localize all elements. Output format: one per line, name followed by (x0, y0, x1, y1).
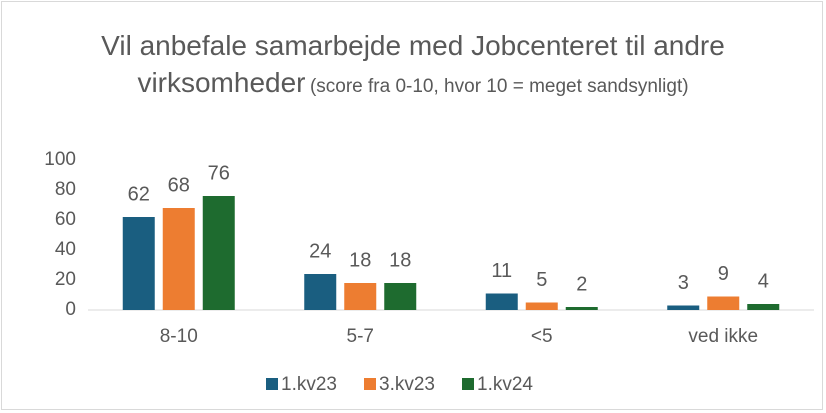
y-tick-label: 100 (44, 149, 76, 170)
bar (747, 304, 780, 310)
data-label: 76 (208, 162, 230, 184)
legend-label: 3.kv23 (379, 374, 435, 395)
legend-swatch (462, 378, 474, 390)
data-label: 24 (309, 240, 331, 262)
bar (667, 305, 700, 310)
y-tick-label: 20 (55, 269, 76, 290)
legend-label: 1.kv23 (281, 374, 337, 395)
data-label: 68 (168, 174, 190, 196)
y-tick-label: 60 (55, 209, 76, 230)
data-label: 62 (128, 183, 150, 205)
bar (384, 283, 417, 310)
bar (344, 283, 377, 310)
bar (707, 296, 740, 310)
data-label: 4 (758, 270, 769, 292)
x-tick-label: ved ikke (688, 326, 758, 347)
legend-label: 1.kv24 (477, 374, 533, 395)
data-label: 18 (349, 249, 371, 271)
bar (162, 208, 195, 310)
data-label: 9 (718, 263, 729, 285)
data-label: 3 (678, 272, 689, 294)
bar (485, 293, 518, 310)
legend-swatch (266, 378, 278, 390)
data-label: 11 (491, 260, 512, 282)
chart-title: Vil anbefale samarbejde med Jobcenteret … (101, 30, 725, 98)
x-tick-label: 8-10 (160, 326, 198, 347)
data-label: 18 (389, 249, 411, 271)
x-tick-label: 5-7 (347, 326, 374, 347)
bar (565, 307, 598, 310)
data-label: 2 (576, 273, 587, 295)
data-label: 5 (536, 269, 547, 291)
y-tick-label: 40 (55, 239, 76, 260)
bar (304, 274, 337, 310)
y-tick-label: 80 (55, 179, 76, 200)
bar (122, 217, 155, 310)
legend-swatch (364, 378, 376, 390)
bar (525, 302, 558, 310)
bar (202, 196, 235, 310)
x-tick-label: <5 (531, 326, 553, 347)
y-tick-label: 0 (65, 299, 76, 320)
chart-heading: Vil anbefale samarbejde med Jobcenteret … (93, 30, 733, 104)
chart-subtitle: (score fra 0-10, hvor 10 = meget sandsyn… (309, 76, 689, 97)
